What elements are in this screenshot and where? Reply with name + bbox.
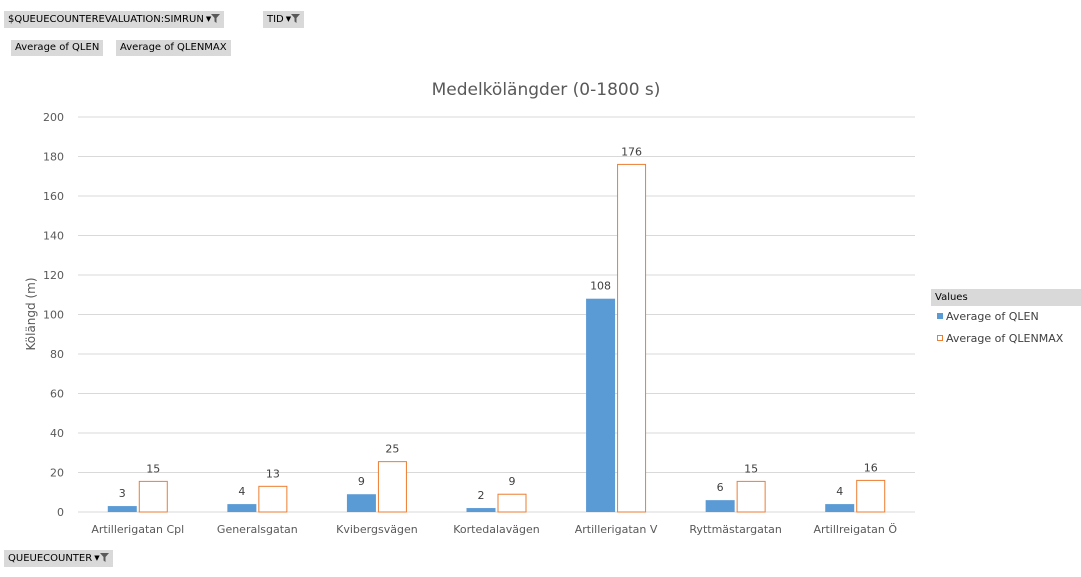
- chart-title: Medelkölängder (0-1800 s): [432, 80, 661, 100]
- legend-header[interactable]: Values: [931, 289, 1081, 306]
- bar-qlenmax: [617, 163, 647, 513]
- dropdown-arrow-icon: ▼: [94, 554, 100, 562]
- bar-qlen: [586, 298, 616, 512]
- bar-qlenmax: [497, 493, 527, 513]
- data-label: 176: [621, 145, 642, 158]
- value-field-qlen-button[interactable]: Average of QLEN: [11, 40, 104, 56]
- data-label: 15: [744, 462, 758, 475]
- data-label: 108: [590, 280, 611, 293]
- report-filter-simrun-label: $QUEUECOUNTEREVALUATION:SIMRUN: [8, 14, 204, 25]
- category-label: Artillreigatan Ö: [813, 523, 897, 536]
- y-tick-label: 160: [43, 190, 64, 203]
- category-label: Kortedalavägen: [453, 523, 540, 536]
- filter-icon: [211, 14, 221, 23]
- filter-icon: [99, 553, 109, 562]
- axis-field-queuecounter-label: QUEUECOUNTER: [8, 553, 93, 564]
- bar-qlenmax: [856, 479, 886, 513]
- dropdown-arrow-icon: ▼: [285, 15, 292, 23]
- bar-qlen: [825, 504, 855, 512]
- data-label: 16: [864, 461, 878, 474]
- legend-swatch-qlen: [937, 313, 943, 319]
- y-tick-label: 180: [43, 151, 64, 164]
- report-filter-tid-button[interactable]: TID ▼: [263, 11, 305, 28]
- y-tick-label: 40: [50, 427, 64, 440]
- legend-label-qlenmax: Average of QLENMAX: [946, 332, 1064, 345]
- category-label: Kvibergsvägen: [336, 523, 418, 536]
- y-tick-label: 60: [50, 388, 64, 401]
- report-filter-tid-label: TID: [267, 14, 284, 25]
- data-label: 4: [238, 485, 245, 498]
- bar-qlen: [107, 506, 137, 512]
- data-label: 2: [478, 489, 485, 502]
- data-label: 6: [717, 481, 724, 494]
- data-label: 9: [509, 475, 516, 488]
- y-tick-label: 0: [57, 506, 64, 519]
- bars: [107, 163, 886, 513]
- data-label: 25: [385, 443, 399, 456]
- axis-field-queuecounter-button[interactable]: QUEUECOUNTER ▼: [4, 550, 113, 567]
- filter-icon: [291, 14, 301, 23]
- report-filter-simrun-button[interactable]: $QUEUECOUNTEREVALUATION:SIMRUN ▼: [4, 11, 225, 28]
- gridlines: [78, 116, 915, 513]
- y-tick-label: 20: [50, 467, 64, 480]
- y-tick-label: 140: [43, 230, 64, 243]
- data-label: 3: [119, 487, 126, 500]
- category-label: Ryttmästargatan: [689, 523, 782, 536]
- data-label: 15: [146, 462, 160, 475]
- y-tick-label: 80: [50, 348, 64, 361]
- y-axis-title: Kölängd (m): [24, 277, 38, 350]
- axis-ticks: 0 20 40 60 80 100 120 140 160 180 200 Artillerigata…: [43, 111, 897, 536]
- bar-qlenmax: [258, 485, 288, 513]
- data-labels: 3 15 4 13 9 25 2 9 108 176 6 15 4 16: [119, 145, 878, 502]
- data-label: 9: [358, 475, 365, 488]
- value-field-qlenmax-button[interactable]: Average of QLENMAX: [116, 40, 231, 56]
- category-label: Artillerigatan Cpl: [91, 523, 184, 536]
- y-tick-label: 200: [43, 111, 64, 124]
- bar-qlenmax: [138, 480, 168, 513]
- data-label: 4: [836, 485, 843, 498]
- legend-item-qlenmax: Average of QLENMAX: [931, 328, 1081, 350]
- bar-qlen: [346, 494, 376, 512]
- bar-qlen: [705, 500, 735, 512]
- bar-qlen: [466, 508, 496, 512]
- legend-item-qlen: Average of QLEN: [931, 306, 1081, 328]
- data-label: 13: [266, 467, 280, 480]
- category-label: Generalsgatan: [217, 523, 298, 536]
- y-tick-label: 100: [43, 309, 64, 322]
- dropdown-arrow-icon: ▼: [205, 15, 212, 23]
- bar-qlenmax: [377, 461, 407, 513]
- legend-label-qlen: Average of QLEN: [946, 310, 1039, 323]
- legend-swatch-qlenmax: [937, 335, 943, 341]
- bar-qlen: [227, 504, 257, 512]
- bar-qlenmax: [736, 480, 766, 513]
- y-tick-label: 120: [43, 269, 64, 282]
- category-label: Artillerigatan V: [575, 523, 658, 536]
- legend: Values Average of QLEN Average of QLENMA…: [931, 289, 1081, 350]
